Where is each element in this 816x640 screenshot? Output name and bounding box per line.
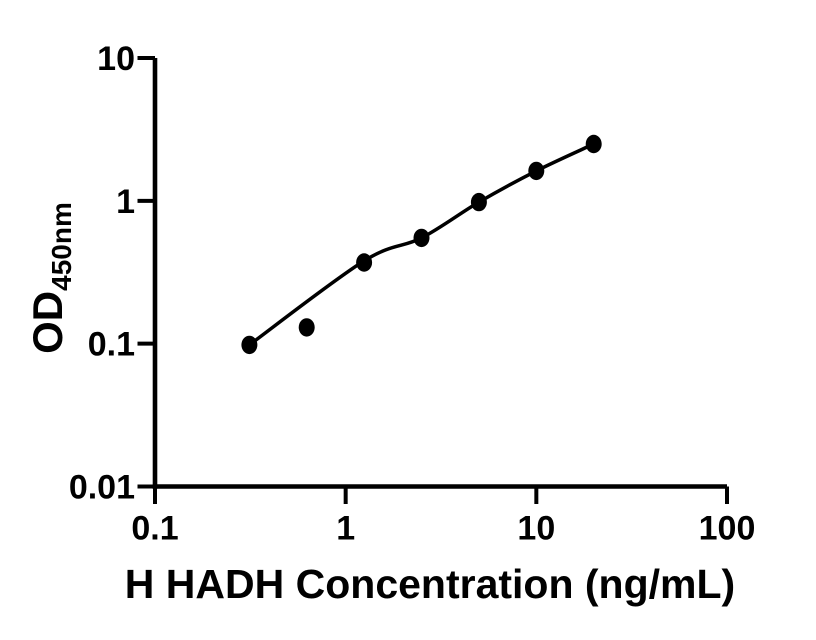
x-tick-label: 10: [517, 510, 555, 548]
data-point-marker: [585, 134, 602, 154]
x-tick-label: 100: [699, 510, 756, 548]
data-point-marker: [528, 161, 545, 181]
x-tick-label: 1: [336, 510, 355, 548]
x-tick-label: 0.1: [131, 510, 178, 548]
y-axis-title: OD450nm: [24, 202, 77, 354]
y-axis-title-subscript: 450nm: [46, 202, 77, 291]
data-point-marker: [356, 253, 373, 272]
y-tick-label: 0.1: [88, 326, 135, 364]
x-axis-title: H HADH Concentration (ng/mL): [125, 561, 735, 607]
y-tick-label: 10: [97, 40, 135, 78]
data-point-marker: [241, 335, 258, 355]
y-tick-label: 0.01: [69, 469, 135, 507]
data-point-marker: [298, 318, 315, 337]
y-axis-title-main: OD: [24, 291, 71, 354]
axes-layer: [137, 56, 729, 504]
data-point-marker: [413, 228, 430, 248]
data-points-layer: [241, 134, 602, 355]
y-tick-label: 1: [116, 183, 135, 221]
data-point-marker: [470, 192, 487, 212]
